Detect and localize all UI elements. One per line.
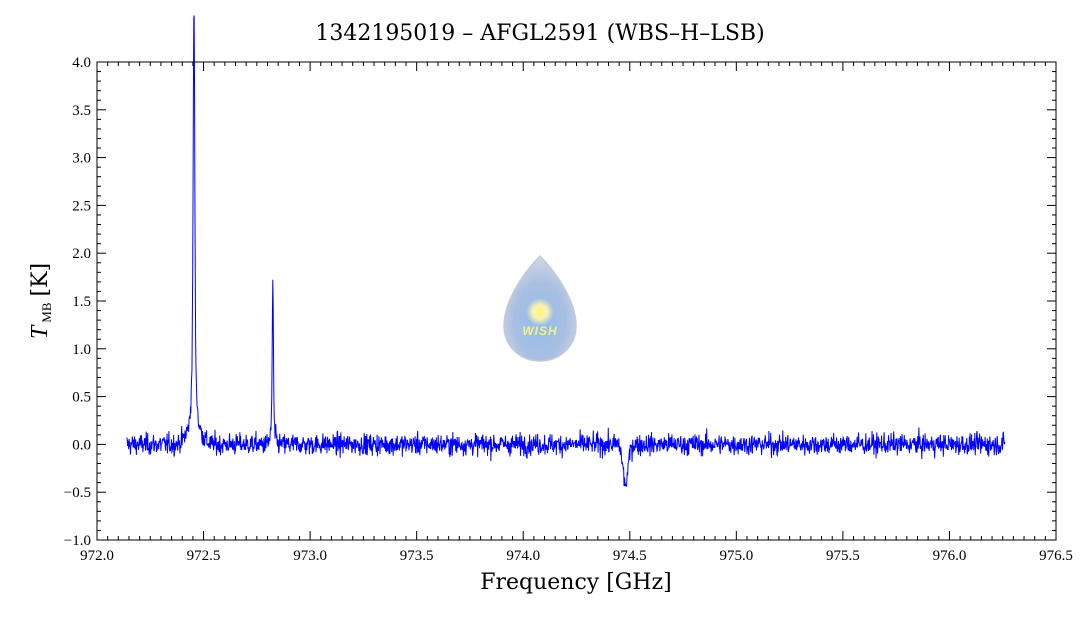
x-tick-label: 976.0 <box>933 548 967 564</box>
x-tick-label: 972.5 <box>187 548 221 564</box>
plot-frame <box>96 61 1057 541</box>
y-tick-label: 0.5 <box>72 390 91 406</box>
y-tick-label: 1.0 <box>72 342 91 358</box>
chart-title: 1342195019 – AFGL2591 (WBS–H–LSB) <box>315 21 764 46</box>
wish-label: WISH <box>522 324 557 338</box>
x-tick-label: 974.0 <box>506 548 540 564</box>
y-tick-labels: −1.0 −0.5 0.0 0.5 1.0 1.5 2.0 2.5 3.0 3.5 4.0 <box>64 55 91 549</box>
x-tick-labels: 972.0 972.5 973.0 973.5 974.0 974.5 975.0 975.5… <box>80 548 1073 564</box>
y-tick-label: 2.5 <box>72 198 91 214</box>
y-tick-label: 1.5 <box>72 294 91 310</box>
y-tick-label: 3.5 <box>72 103 91 119</box>
y-tick-label: −1.0 <box>64 533 91 549</box>
x-tick-label: 973.0 <box>293 548 327 564</box>
y-axis-label-sub: MB <box>39 302 54 323</box>
x-tick-label: 973.5 <box>400 548 434 564</box>
y-axis-label-main: T <box>27 324 53 339</box>
y-tick-label: 0.0 <box>72 437 91 453</box>
y-axis-label: TMB [K] <box>27 263 54 339</box>
y-tick-label: −0.5 <box>64 485 91 501</box>
spectrum-line <box>126 15 1006 487</box>
x-tick-label: 975.0 <box>719 548 753 564</box>
star-icon <box>531 302 549 322</box>
wish-logo: WISH <box>503 254 577 362</box>
svg-text:TMB[K]: TMB [K] <box>27 263 54 339</box>
x-tick-label: 974.5 <box>613 548 647 564</box>
x-tick-label: 976.5 <box>1039 548 1073 564</box>
x-axis-label: Frequency [GHz] <box>480 570 672 595</box>
y-axis-label-unit: [K] <box>28 263 53 297</box>
x-tick-label: 972.0 <box>80 548 114 564</box>
plot-area <box>126 15 1006 487</box>
y-tick-label: 2.0 <box>72 246 91 262</box>
axis-ticks <box>96 61 1057 541</box>
x-tick-label: 975.5 <box>826 548 860 564</box>
y-tick-label: 3.0 <box>72 151 91 167</box>
y-tick-label: 4.0 <box>72 55 91 71</box>
